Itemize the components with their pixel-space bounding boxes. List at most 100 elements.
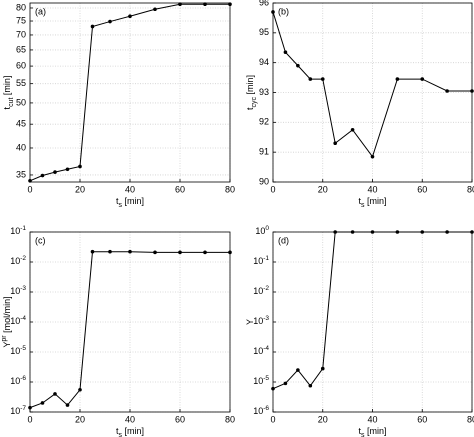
label-rest: [min] xyxy=(365,196,387,206)
tick-exponent: -5 xyxy=(263,375,269,382)
tick-base: 10 xyxy=(253,376,263,386)
data-point xyxy=(178,250,182,255)
y-tick-label: 65 xyxy=(16,44,26,54)
y-tick-label: 95 xyxy=(259,27,269,37)
y-tick-label: 92 xyxy=(259,117,269,127)
y-tick-label: 10-7 xyxy=(10,405,26,416)
data-point xyxy=(178,2,182,7)
tick-base: 10 xyxy=(253,346,263,356)
x-tick-label: 0 xyxy=(27,184,32,194)
tick-exponent: -4 xyxy=(263,345,269,352)
y-tick-label: 10-5 xyxy=(10,345,26,356)
data-point xyxy=(271,10,275,14)
label-rest: [min] xyxy=(122,196,144,206)
tick-base: 10 xyxy=(253,256,263,266)
data-point xyxy=(296,368,300,372)
label-rest: [min] xyxy=(365,426,387,436)
x-axis-label: ts [min] xyxy=(358,196,386,209)
x-tick-label: 0 xyxy=(270,184,275,194)
data-point xyxy=(108,249,112,254)
y-tick-label: 91 xyxy=(259,147,269,157)
y-tick-label: 10-4 xyxy=(10,315,26,326)
label-sub: cyc xyxy=(251,97,258,108)
y-tick-label: 10-1 xyxy=(253,255,269,266)
label-sub: s xyxy=(361,432,365,437)
panel-label: (a) xyxy=(35,6,46,16)
y-tick-label: 10-2 xyxy=(10,255,26,266)
data-line xyxy=(272,231,472,390)
label-rest: [mol/min] xyxy=(2,296,12,335)
y-axis-label: Ypr [mol/min] xyxy=(1,296,12,347)
x-tick-label: 20 xyxy=(75,414,85,424)
data-point xyxy=(395,77,400,81)
x-tick-label: 60 xyxy=(175,414,185,424)
y-tick-label: 93 xyxy=(259,87,269,97)
label-sub: s xyxy=(119,202,123,209)
data-point xyxy=(333,141,337,146)
y-tick-label: 10-2 xyxy=(253,285,269,296)
y-tick-label: 55 xyxy=(16,78,26,88)
data-point xyxy=(90,24,95,29)
x-tick-label: 20 xyxy=(318,184,328,194)
data-point xyxy=(153,250,157,255)
y-tick-label: 10-1 xyxy=(10,225,26,236)
y-tick-label: 60 xyxy=(16,60,26,70)
tick-base: 10 xyxy=(253,406,263,416)
tick-exponent: -6 xyxy=(20,375,26,382)
data-point xyxy=(420,77,425,81)
data-point xyxy=(350,127,355,132)
x-axis-label: ts [min] xyxy=(116,196,144,209)
y-tick-label: 70 xyxy=(16,29,26,39)
data-line xyxy=(29,251,230,409)
data-point xyxy=(445,89,449,93)
y-tick-label: 80 xyxy=(16,2,26,12)
y-tick-label: 10-4 xyxy=(253,345,269,356)
x-tick-label: 40 xyxy=(125,414,135,424)
tick-exponent: -1 xyxy=(20,225,26,232)
data-point xyxy=(470,89,474,93)
data-point xyxy=(78,387,82,392)
y-tick-label: 35 xyxy=(16,169,26,179)
tick-base: 10 xyxy=(10,286,20,296)
data-point xyxy=(203,250,207,255)
data-point xyxy=(90,249,95,254)
x-tick-label: 80 xyxy=(467,414,474,424)
label-main: t xyxy=(245,107,255,110)
y-tick-label: 96 xyxy=(259,0,269,7)
panel-label: (b) xyxy=(278,6,289,16)
x-tick-label: 60 xyxy=(175,184,185,194)
label-rest: [min] xyxy=(122,426,144,436)
label-main: Y xyxy=(2,342,12,348)
y-tick-label: 40 xyxy=(16,142,26,152)
y-tick-label: 10-3 xyxy=(253,315,269,326)
label-main: t xyxy=(358,426,361,436)
data-point xyxy=(53,170,57,174)
y-tick-label: 45 xyxy=(16,119,26,129)
y-axis-label: Y xyxy=(245,319,255,325)
tick-base: 10 xyxy=(10,406,20,416)
x-tick-label: 40 xyxy=(367,184,377,194)
data-point xyxy=(320,77,325,81)
tick-base: 10 xyxy=(255,226,265,236)
data-point xyxy=(283,50,288,55)
data-point xyxy=(308,383,313,388)
y-tick-label: 10-5 xyxy=(253,375,269,386)
panel: 10-610-510-410-310-210-1100020406080(d)t… xyxy=(245,225,474,437)
y-tick-label: 100 xyxy=(255,225,269,236)
tick-exponent: -3 xyxy=(20,285,26,292)
data-point xyxy=(395,230,400,234)
x-tick-label: 80 xyxy=(225,414,235,424)
x-axis-label: ts [min] xyxy=(116,426,144,437)
tick-exponent: -3 xyxy=(263,315,269,322)
data-point xyxy=(128,14,132,19)
tick-base: 10 xyxy=(10,256,20,266)
label-main: t xyxy=(116,426,119,436)
data-point xyxy=(108,19,112,24)
tick-exponent: 0 xyxy=(265,225,269,232)
x-tick-label: 80 xyxy=(467,184,474,194)
y-tick-label: 90 xyxy=(259,176,269,186)
panel-label: (c) xyxy=(35,235,46,245)
y-axis-label: tcyc [min] xyxy=(245,75,258,110)
label-main: t xyxy=(358,196,361,206)
